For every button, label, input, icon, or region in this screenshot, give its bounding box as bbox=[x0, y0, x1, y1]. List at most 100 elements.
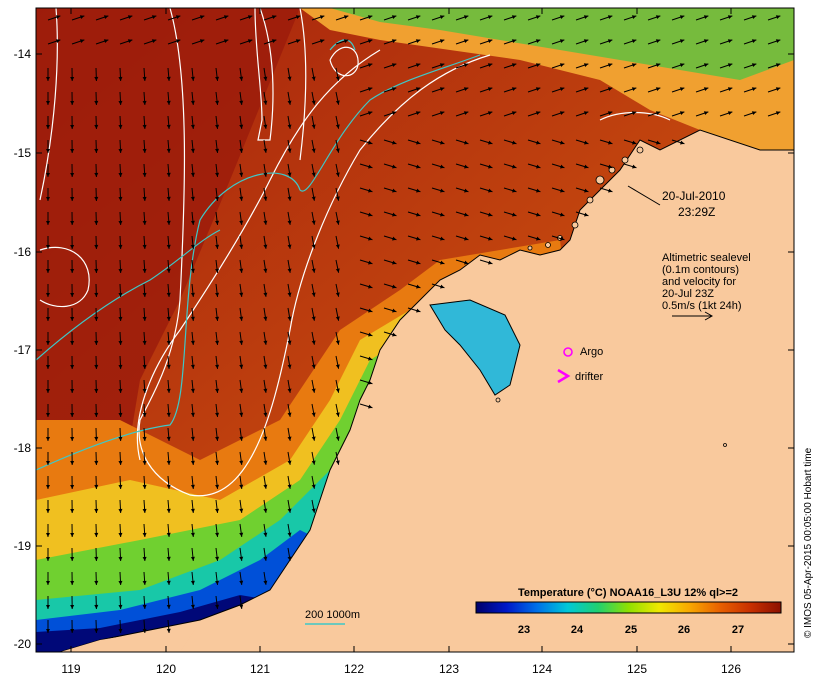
velocity-arrowhead bbox=[94, 340, 99, 345]
velocity-arrowhead bbox=[287, 244, 292, 249]
velocity-arrowhead bbox=[287, 316, 292, 321]
velocity-arrowhead bbox=[335, 292, 340, 297]
velocity-arrowhead bbox=[416, 164, 421, 169]
velocity-arrowhead bbox=[166, 484, 171, 489]
velocity-arrowhead bbox=[511, 63, 517, 68]
velocity-arrowhead bbox=[94, 220, 99, 225]
velocity-arrowhead bbox=[70, 340, 75, 345]
velocity-arrowhead bbox=[70, 100, 75, 105]
velocity-arrowhead bbox=[190, 436, 195, 441]
velocity-arrowhead bbox=[263, 76, 268, 81]
velocity-arrowhead bbox=[335, 268, 340, 273]
velocity-arrowhead bbox=[70, 76, 75, 81]
velocity-arrowhead bbox=[239, 412, 244, 417]
argo-marker-icon bbox=[563, 347, 573, 357]
velocity-arrowhead bbox=[583, 63, 589, 68]
velocity-arrowhead bbox=[511, 87, 517, 92]
velocity-arrowhead bbox=[487, 39, 493, 44]
velocity-arrowhead bbox=[463, 39, 469, 44]
velocity-arrowhead bbox=[239, 364, 244, 369]
velocity-arrowhead bbox=[263, 532, 268, 537]
depth-legend-label: 200 1000m bbox=[305, 609, 360, 621]
velocity-arrowhead bbox=[45, 316, 50, 321]
velocity-arrowhead bbox=[142, 316, 147, 321]
velocity-arrowhead bbox=[464, 212, 469, 217]
velocity-arrowhead bbox=[263, 460, 268, 465]
velocity-arrowhead bbox=[583, 39, 589, 44]
velocity-arrowhead bbox=[311, 220, 316, 225]
velocity-arrowhead bbox=[464, 188, 469, 193]
velocity-arrowhead bbox=[335, 244, 340, 249]
velocity-arrowhead bbox=[190, 532, 195, 537]
velocity-arrowhead bbox=[118, 364, 123, 369]
velocity-arrowhead bbox=[535, 87, 541, 92]
velocity-arrowhead bbox=[166, 220, 171, 225]
velocity-arrowhead bbox=[263, 292, 268, 297]
velocity-arrowhead bbox=[142, 604, 147, 609]
velocity-arrowhead bbox=[239, 220, 244, 225]
velocity-arrowhead bbox=[45, 412, 50, 417]
velocity-arrowhead bbox=[45, 268, 50, 273]
velocity-arrowhead bbox=[166, 364, 171, 369]
colorbar-tick: 25 bbox=[625, 624, 637, 636]
velocity-arrowhead bbox=[70, 244, 75, 249]
velocity-arrowhead bbox=[118, 148, 123, 153]
velocity-arrowhead bbox=[94, 628, 99, 633]
velocity-arrowhead bbox=[311, 76, 316, 81]
velocity-arrowhead bbox=[70, 532, 75, 537]
velocity-arrowhead bbox=[142, 364, 147, 369]
velocity-arrowhead bbox=[287, 412, 292, 417]
velocity-arrowhead bbox=[118, 556, 123, 561]
velocity-arrowhead bbox=[166, 388, 171, 393]
velocity-arrowhead bbox=[94, 532, 99, 537]
velocity-arrowhead bbox=[488, 140, 493, 145]
velocity-arrowhead bbox=[680, 140, 685, 145]
velocity-arrowhead bbox=[287, 556, 292, 561]
velocity-arrowhead bbox=[311, 388, 316, 393]
velocity-arrowhead bbox=[118, 604, 123, 609]
velocity-arrowhead bbox=[118, 508, 123, 513]
velocity-arrowhead bbox=[368, 404, 373, 409]
velocity-arrowhead bbox=[215, 508, 220, 513]
velocity-arrowhead bbox=[103, 39, 109, 44]
velocity-arrowhead bbox=[94, 460, 99, 465]
velocity-arrowhead bbox=[239, 604, 244, 609]
velocity-arrowhead bbox=[190, 604, 195, 609]
velocity-arrowhead bbox=[583, 15, 589, 20]
velocity-arrowhead bbox=[94, 556, 99, 561]
velocity-arrowhead bbox=[536, 164, 541, 169]
velocity-arrowhead bbox=[118, 316, 123, 321]
velocity-arrowhead bbox=[559, 111, 565, 116]
lon-axis: 119 120 121 122 123 124 125 126 bbox=[61, 662, 741, 676]
velocity-arrowhead bbox=[560, 140, 565, 145]
colorbar-tick: 27 bbox=[732, 624, 744, 636]
velocity-arrowhead bbox=[703, 87, 709, 92]
velocity-arrowhead bbox=[368, 212, 373, 217]
velocity-arrowhead bbox=[391, 39, 397, 44]
velocity-arrowhead bbox=[655, 15, 661, 20]
velocity-arrowhead bbox=[335, 220, 340, 225]
velocity-arrowhead bbox=[190, 124, 195, 129]
velocity-arrowhead bbox=[215, 412, 220, 417]
velocity-arrowhead bbox=[166, 460, 171, 465]
drifter-marker-icon bbox=[557, 368, 571, 384]
lon-tick-label: 124 bbox=[532, 662, 552, 676]
velocity-arrowhead bbox=[142, 412, 147, 417]
velocity-arrowhead bbox=[487, 15, 493, 20]
colorbar-tick: 23 bbox=[518, 624, 530, 636]
velocity-arrowhead bbox=[118, 244, 123, 249]
velocity-arrowhead bbox=[190, 364, 195, 369]
velocity-arrowhead bbox=[94, 268, 99, 273]
velocity-arrowhead bbox=[118, 388, 123, 393]
velocity-arrowhead bbox=[319, 39, 325, 44]
velocity-arrowhead bbox=[142, 388, 147, 393]
velocity-arrowhead bbox=[94, 364, 99, 369]
velocity-arrowhead bbox=[118, 220, 123, 225]
sealevel-line: and velocity for bbox=[662, 276, 736, 288]
velocity-arrowhead bbox=[368, 284, 373, 289]
velocity-arrowhead bbox=[311, 292, 316, 297]
velocity-arrowhead bbox=[70, 412, 75, 417]
velocity-arrowhead bbox=[45, 532, 50, 537]
velocity-arrowhead bbox=[239, 268, 244, 273]
